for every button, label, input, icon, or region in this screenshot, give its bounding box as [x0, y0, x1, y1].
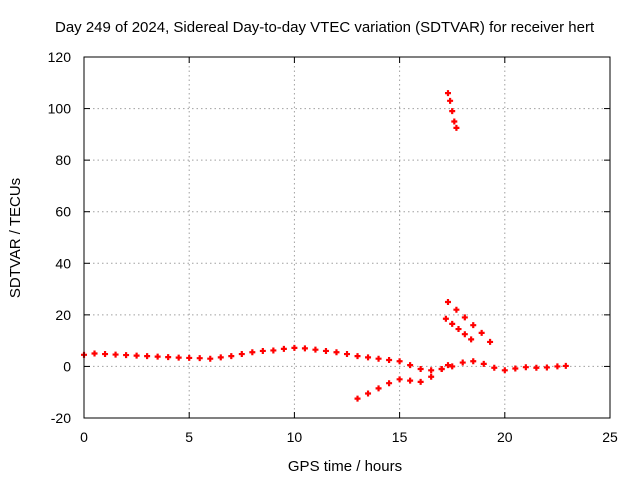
data-point	[533, 364, 540, 371]
data-point	[451, 118, 458, 125]
plot-frame	[83, 56, 611, 419]
data-point	[444, 90, 451, 97]
data-point	[375, 355, 382, 362]
data-point	[344, 351, 350, 358]
data-point	[91, 350, 98, 357]
y-tick-label: 60	[55, 204, 71, 220]
y-tick-label: 0	[63, 358, 71, 374]
data-point	[175, 354, 182, 361]
data-point	[102, 351, 109, 358]
data-point	[386, 380, 393, 387]
data-point	[554, 363, 561, 370]
data-layer	[81, 90, 569, 402]
data-point	[470, 322, 477, 329]
data-point	[165, 354, 172, 361]
data-point	[447, 97, 454, 104]
y-axis-label: SDTVAR / TECUs	[7, 178, 24, 298]
data-point	[480, 360, 487, 367]
data-point	[280, 345, 287, 352]
data-point	[123, 352, 130, 359]
data-point	[386, 356, 393, 363]
y-tick-label: 40	[55, 255, 71, 271]
data-point	[487, 338, 494, 345]
data-point	[428, 373, 435, 380]
x-tick-label: 0	[80, 429, 88, 445]
x-tick-label: 5	[185, 429, 193, 445]
series-4	[444, 298, 494, 345]
x-tick-label: 25	[602, 429, 618, 445]
y-tick-label: 120	[48, 49, 72, 65]
data-point	[522, 364, 529, 371]
data-point	[354, 395, 361, 402]
data-point	[133, 352, 140, 359]
data-point	[301, 345, 308, 352]
data-point	[470, 358, 477, 365]
data-point	[444, 362, 451, 369]
data-point	[270, 347, 277, 354]
data-point	[453, 124, 460, 131]
data-point	[144, 353, 151, 360]
data-point	[453, 306, 460, 313]
tick-layer: 0 5 10 15 20 25 -20 0 20 40 60 80 100 120	[48, 49, 618, 445]
data-point	[461, 314, 468, 321]
data-point	[365, 390, 372, 397]
data-point	[259, 347, 266, 354]
data-point	[478, 329, 485, 336]
data-point	[417, 378, 424, 385]
data-point	[459, 359, 466, 366]
grid-layer	[84, 57, 610, 418]
data-point	[322, 347, 329, 354]
y-tick-label: 20	[55, 307, 71, 323]
data-point	[543, 364, 550, 371]
data-point	[449, 363, 456, 370]
data-point	[512, 365, 519, 372]
data-point	[438, 366, 445, 373]
data-point	[291, 344, 298, 351]
data-point	[407, 377, 414, 384]
data-point	[428, 367, 435, 374]
x-tick-label: 15	[392, 429, 408, 445]
data-point	[375, 385, 382, 392]
data-point	[455, 326, 462, 333]
data-point	[249, 349, 256, 356]
x-tick-label: 10	[287, 429, 303, 445]
data-point	[442, 315, 449, 322]
data-point	[154, 353, 161, 360]
data-point	[417, 366, 424, 373]
y-tick-label: 80	[55, 152, 71, 168]
data-point	[228, 353, 235, 360]
data-point	[186, 354, 193, 361]
series-1	[81, 344, 569, 374]
data-point	[562, 362, 569, 369]
series-2	[354, 362, 451, 402]
data-point	[491, 364, 498, 371]
y-tick-label: 100	[48, 101, 72, 117]
series-5	[442, 315, 475, 343]
series-3	[444, 90, 460, 131]
data-point	[217, 354, 224, 361]
data-point	[312, 346, 319, 353]
data-point	[396, 376, 403, 383]
data-point	[365, 354, 372, 361]
data-point	[112, 351, 119, 358]
y-tick-label: -20	[51, 410, 71, 426]
data-point	[396, 358, 403, 365]
data-point	[449, 320, 456, 327]
data-point	[449, 108, 456, 115]
data-point	[461, 331, 468, 338]
data-point	[333, 349, 340, 356]
x-axis-label: GPS time / hours	[288, 458, 402, 475]
data-point	[501, 367, 508, 374]
data-point	[468, 336, 475, 343]
data-point	[196, 355, 203, 362]
data-point	[444, 298, 451, 305]
data-point	[407, 362, 414, 369]
data-point	[238, 351, 245, 358]
x-tick-label: 20	[497, 429, 513, 445]
data-point	[207, 355, 214, 362]
chart-title: Day 249 of 2024, Sidereal Day-to-day VTE…	[55, 19, 595, 36]
data-point	[354, 353, 361, 360]
